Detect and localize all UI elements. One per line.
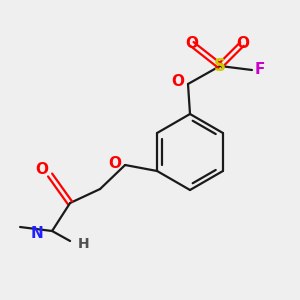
Text: S: S bbox=[214, 57, 226, 75]
Text: O: O bbox=[109, 157, 122, 172]
Text: O: O bbox=[185, 35, 199, 50]
Text: H: H bbox=[78, 237, 90, 251]
Text: O: O bbox=[36, 163, 49, 178]
Text: F: F bbox=[255, 62, 265, 77]
Text: N: N bbox=[30, 226, 43, 242]
Text: O: O bbox=[172, 74, 184, 88]
Text: O: O bbox=[236, 35, 250, 50]
